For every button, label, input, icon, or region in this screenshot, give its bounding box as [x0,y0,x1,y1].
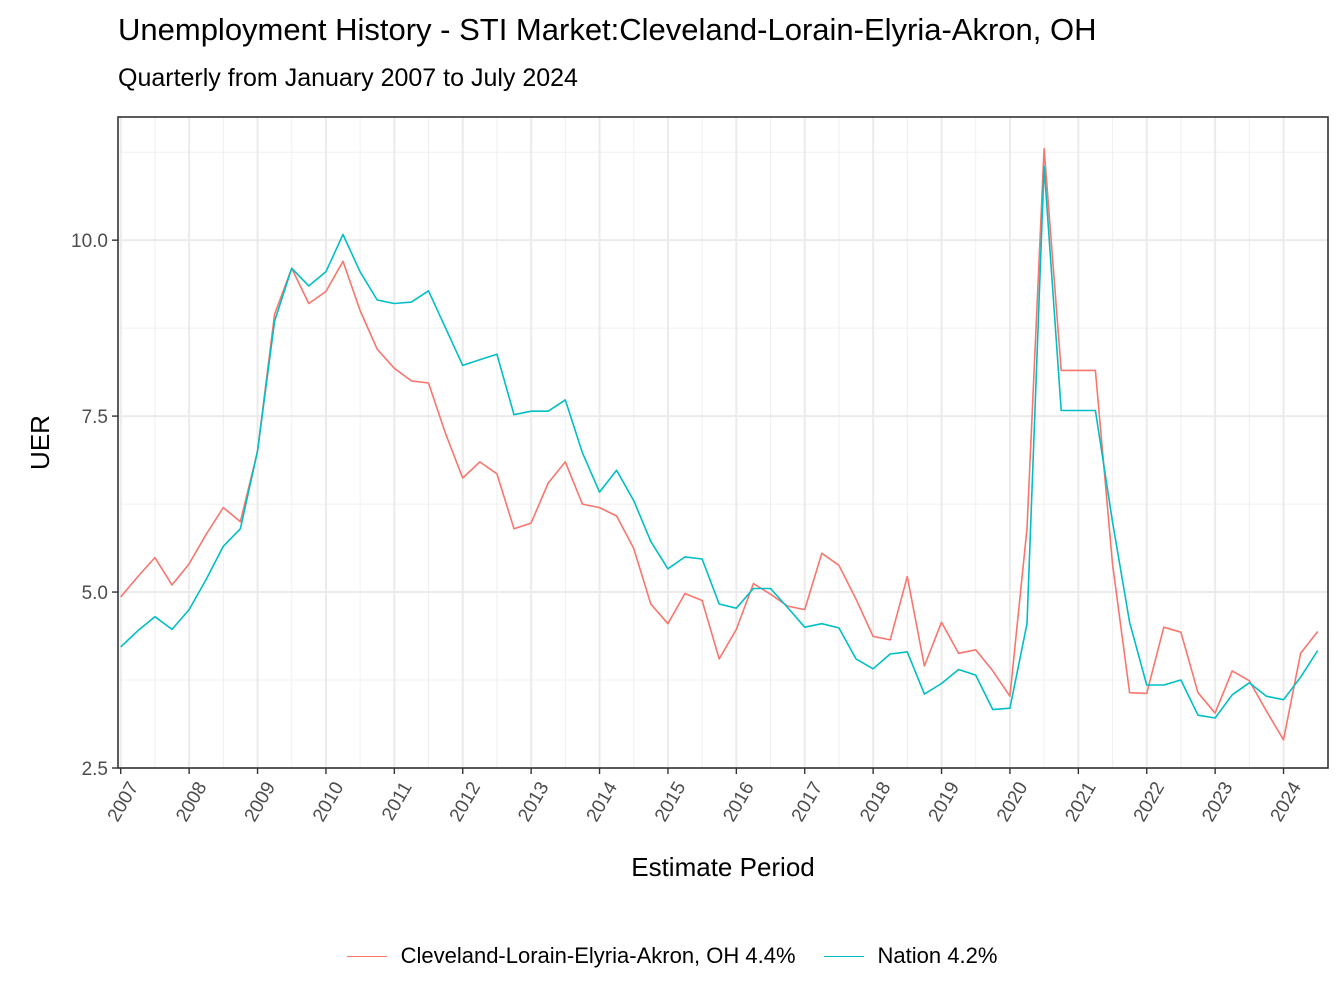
legend: Cleveland-Lorain-Elyria-Akron, OH 4.4% N… [0,936,1344,976]
minor-gridlines [118,117,1328,768]
y-axis: 2.5 5.0 7.5 10.0 [71,231,118,780]
x-tick-label: 2008 [172,778,211,825]
series-line-cleveland [120,147,1319,741]
x-tick-label: 2017 [788,778,827,825]
x-tick-label: 2007 [104,778,143,825]
x-tick-label: 2014 [583,778,623,825]
x-tick-label: 2021 [1061,778,1100,825]
line-chart: 2.55.07.510.0 2007 2008 2009 2010 2011 2012 20… [25,116,1329,882]
major-gridlines [118,117,1328,769]
x-tick-label: 2010 [309,778,348,825]
x-axis: 2007 2008 2009 2010 2011 2012 2013 2014 2015 2016… [104,768,1306,826]
x-tick-label: 2019 [925,778,964,825]
x-tick-label: 2013 [514,778,553,825]
x-tick-label: 2018 [856,778,895,825]
x-tick-label: 2020 [993,778,1032,825]
chart-subtitle: Quarterly from January 2007 to July 2024 [118,64,578,92]
x-tick-label: 2024 [1267,778,1307,825]
series-lines [120,147,1319,741]
legend-label-nation: Nation 4.2% [877,943,998,968]
legend-item-cleveland: Cleveland-Lorain-Elyria-Akron, OH 4.4% [346,943,796,969]
y-axis-title: UER [25,415,55,470]
legend-label-cleveland: Cleveland-Lorain-Elyria-Akron, OH 4.4% [400,943,796,968]
x-tick-label: 2023 [1198,778,1237,825]
series-line-nation [120,165,1319,719]
x-axis-title: Estimate Period [631,852,815,882]
x-tick-label: 2009 [241,778,280,825]
x-tick-label: 2012 [446,778,485,825]
y-tick-label: 10.0 [71,231,108,252]
x-tick-label: 2015 [651,778,690,825]
plot-panel-border [117,116,1329,769]
y-tick-label: 2.5 [82,759,108,780]
chart-title: Unemployment History - STI Market:Clevel… [118,12,1097,47]
y-tick-label: 5.0 [82,583,108,604]
x-tick-label: 2022 [1130,778,1169,825]
legend-key-cleveland [346,955,387,957]
x-tick-label: 2016 [719,778,758,825]
legend-item-nation: Nation 4.2% [823,943,998,969]
legend-key-nation [823,955,864,957]
x-tick-label: 2011 [378,778,417,824]
y-tick-label: 7.5 [82,407,108,428]
